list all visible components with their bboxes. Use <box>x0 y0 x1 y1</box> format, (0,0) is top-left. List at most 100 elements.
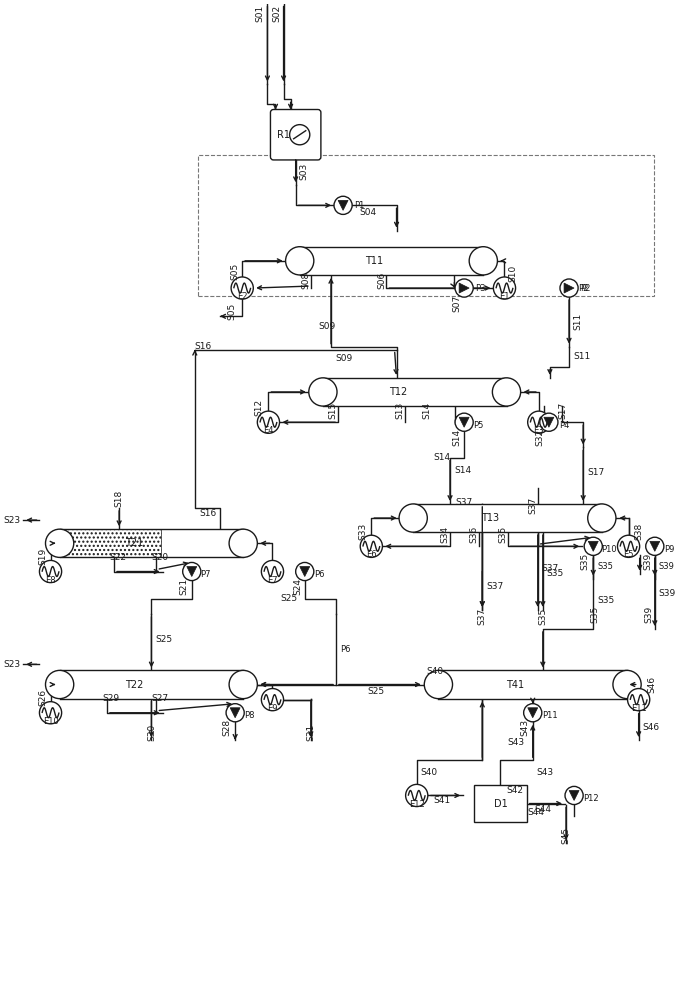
Text: S17: S17 <box>587 468 605 477</box>
Text: S35: S35 <box>498 526 507 543</box>
Ellipse shape <box>588 504 616 532</box>
Bar <box>198 155 654 296</box>
Text: S35: S35 <box>581 553 589 570</box>
Text: E2: E2 <box>237 292 247 301</box>
Text: E12: E12 <box>409 800 425 809</box>
Text: S37: S37 <box>486 582 504 591</box>
Circle shape <box>261 560 284 583</box>
Circle shape <box>406 784 428 807</box>
Circle shape <box>455 279 473 297</box>
Text: S40: S40 <box>420 768 438 777</box>
Text: T22: T22 <box>125 680 144 690</box>
Text: S11: S11 <box>573 313 582 330</box>
Text: P7: P7 <box>200 570 211 579</box>
Text: S08: S08 <box>301 271 310 289</box>
Text: P12: P12 <box>583 794 599 803</box>
Text: S35: S35 <box>547 569 564 578</box>
Polygon shape <box>187 567 197 577</box>
Text: S12: S12 <box>255 399 264 416</box>
Text: S37: S37 <box>477 607 486 625</box>
Text: D1: D1 <box>493 799 507 809</box>
Circle shape <box>584 537 603 555</box>
Text: E5: E5 <box>623 550 634 559</box>
Text: E7: E7 <box>267 576 278 585</box>
Polygon shape <box>569 790 579 800</box>
Circle shape <box>261 689 284 711</box>
Text: P2: P2 <box>578 284 589 293</box>
Bar <box>60 529 243 557</box>
Bar <box>414 504 602 532</box>
Text: E9: E9 <box>267 704 278 713</box>
Polygon shape <box>459 283 469 293</box>
Circle shape <box>360 535 382 557</box>
Text: S35: S35 <box>539 607 548 625</box>
Circle shape <box>628 689 650 711</box>
Circle shape <box>226 704 244 722</box>
Circle shape <box>257 411 279 433</box>
Polygon shape <box>528 708 538 718</box>
Text: E11: E11 <box>631 704 646 713</box>
Text: S35: S35 <box>597 562 613 571</box>
Text: S24: S24 <box>293 578 302 595</box>
Text: P6: P6 <box>340 645 350 654</box>
Text: P2: P2 <box>580 284 591 293</box>
Text: S09: S09 <box>319 322 336 331</box>
Circle shape <box>528 411 550 433</box>
Text: S33: S33 <box>359 523 368 540</box>
Polygon shape <box>650 541 660 551</box>
Circle shape <box>540 413 558 431</box>
Polygon shape <box>544 417 554 427</box>
Text: S25: S25 <box>156 635 172 644</box>
Bar <box>439 670 627 699</box>
Circle shape <box>295 562 314 581</box>
Text: S41: S41 <box>434 796 450 805</box>
Text: S01: S01 <box>256 5 265 22</box>
Text: S14: S14 <box>452 429 461 446</box>
Text: S14: S14 <box>454 466 471 475</box>
Text: P1: P1 <box>354 201 365 210</box>
Bar <box>300 247 483 275</box>
Text: E10: E10 <box>42 717 58 726</box>
Text: S34: S34 <box>441 526 450 543</box>
Circle shape <box>183 562 201 581</box>
Text: S37: S37 <box>542 564 559 573</box>
Circle shape <box>646 537 664 555</box>
Text: S13: S13 <box>395 401 404 419</box>
Text: T13: T13 <box>481 513 499 523</box>
Text: P11: P11 <box>542 711 557 720</box>
Text: S14: S14 <box>423 402 432 419</box>
Text: S23: S23 <box>3 516 20 525</box>
Text: S37: S37 <box>455 498 472 507</box>
Circle shape <box>40 702 62 724</box>
Text: S03: S03 <box>300 162 309 180</box>
Text: T21: T21 <box>125 538 144 548</box>
Circle shape <box>40 560 62 583</box>
Text: P5: P5 <box>473 421 484 430</box>
Text: S43: S43 <box>507 738 525 747</box>
Ellipse shape <box>45 670 74 699</box>
Circle shape <box>231 277 253 299</box>
Circle shape <box>493 277 516 299</box>
Text: P8: P8 <box>244 711 255 720</box>
Circle shape <box>617 535 639 557</box>
Text: S39: S39 <box>659 589 676 598</box>
Text: S09: S09 <box>335 354 352 363</box>
Text: S17: S17 <box>559 401 568 419</box>
Text: S14: S14 <box>434 453 450 462</box>
Text: R1: R1 <box>277 130 290 140</box>
Text: S16: S16 <box>200 509 217 518</box>
Text: S28: S28 <box>222 719 231 736</box>
Text: P6: P6 <box>314 570 325 579</box>
Circle shape <box>565 786 583 805</box>
FancyBboxPatch shape <box>270 110 321 160</box>
Bar <box>323 378 507 406</box>
Text: S36: S36 <box>470 526 479 543</box>
Polygon shape <box>459 417 469 427</box>
Circle shape <box>290 125 310 145</box>
Text: T41: T41 <box>507 680 525 690</box>
Text: S11: S11 <box>573 352 590 361</box>
Ellipse shape <box>45 529 74 557</box>
Text: S27: S27 <box>152 694 169 703</box>
Text: P10: P10 <box>601 545 617 554</box>
Circle shape <box>455 413 473 431</box>
